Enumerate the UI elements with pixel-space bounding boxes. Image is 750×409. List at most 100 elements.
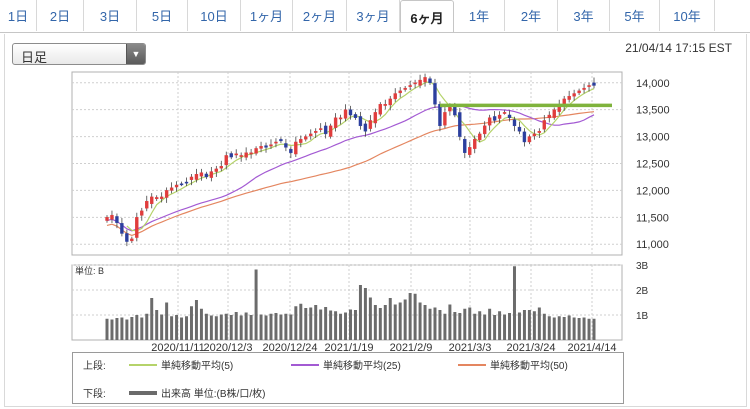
tab-4[interactable]: 10日 — [188, 0, 241, 31]
candle-body — [368, 120, 373, 129]
tab-2[interactable]: 3日 — [84, 0, 137, 31]
tab-12[interactable]: 5年 — [610, 0, 660, 31]
tab-8[interactable]: 6ヶ月 — [400, 0, 454, 33]
volume-tick-label: 1B — [636, 311, 649, 322]
volume-bar — [339, 313, 343, 340]
volume-bar — [572, 317, 576, 340]
tab-5[interactable]: 1ヶ月 — [241, 0, 293, 31]
x-tick-label: 2021/3/24 — [507, 342, 556, 354]
candle-body — [209, 171, 214, 178]
tab-0[interactable]: 1日 — [0, 0, 37, 31]
volume-bar — [368, 297, 372, 340]
timestamp: 21/04/14 17:15 EST — [625, 41, 732, 55]
ma50-swatch — [458, 363, 486, 366]
legend-lower-label: 下段: — [83, 389, 106, 400]
candle-body — [473, 139, 477, 149]
volume-bar — [388, 298, 392, 340]
volume-bar — [165, 302, 169, 340]
candle-body — [105, 217, 109, 221]
candle-body — [438, 104, 442, 127]
volume-bar — [383, 305, 387, 340]
volume-bar — [145, 313, 149, 340]
candle-body — [343, 109, 348, 119]
volume-bar — [498, 311, 502, 340]
candle-body — [299, 139, 303, 143]
volume-bar — [542, 313, 546, 340]
period-tabs: 1日 2日 3日 5日 10日 1ヶ月 2ヶ月 3ヶ月 6ヶ月 1年 2年 3年 5年 10年 — [0, 0, 750, 33]
volume-bar — [353, 310, 357, 340]
volume-bar — [433, 307, 437, 340]
candle-body — [478, 133, 482, 141]
candle-body — [338, 117, 343, 120]
candle-body — [145, 200, 149, 209]
volume-bar — [443, 313, 447, 340]
candle-body — [577, 90, 581, 94]
candle-body — [418, 79, 422, 86]
volume-bar — [110, 319, 114, 340]
candle-body — [363, 123, 368, 132]
tab-13[interactable]: 10年 — [660, 0, 715, 31]
candle-body — [403, 87, 407, 90]
tab-1[interactable]: 2日 — [37, 0, 84, 31]
volume-bar — [289, 314, 293, 340]
volume-bar — [493, 315, 497, 340]
volume-bar — [577, 318, 581, 340]
ma25-line — [106, 104, 595, 232]
candle-body — [398, 90, 402, 94]
candle-body — [284, 143, 288, 148]
volume-bar — [239, 315, 243, 340]
candle-body — [219, 165, 223, 169]
price-tick-label: 12,000 — [636, 185, 670, 197]
price-tick-label: 11,500 — [636, 212, 669, 224]
tab-11[interactable]: 3年 — [558, 0, 610, 31]
volume-bar — [403, 299, 407, 340]
legend-ma25-label: 単純移動平均(25) — [323, 361, 401, 372]
tab-6[interactable]: 2ヶ月 — [293, 0, 347, 31]
volume-bar — [567, 315, 571, 340]
tab-10[interactable]: 2年 — [505, 0, 558, 31]
period-select[interactable]: 日足 ▼ — [12, 43, 146, 65]
volume-bar — [532, 311, 536, 340]
candle-body — [582, 87, 586, 90]
volume-tick-label: 3B — [636, 261, 649, 272]
tab-3[interactable]: 5日 — [137, 0, 188, 31]
candle-body — [443, 112, 447, 126]
legend-volume-label: 出来高 単位:(B株/口/枚) — [161, 389, 266, 400]
volume-bar — [299, 303, 303, 340]
volume-bar — [373, 305, 377, 340]
candle-body — [234, 153, 238, 156]
candle-body — [155, 197, 159, 200]
candle-body — [194, 174, 199, 180]
chevron-down-icon[interactable]: ▼ — [126, 44, 145, 64]
legend-ma5-label: 単純移動平均(5) — [161, 361, 234, 372]
candle-body — [482, 125, 487, 135]
volume-bar — [249, 315, 253, 340]
volume-bar — [408, 293, 412, 340]
price-tick-label: 12,500 — [636, 159, 670, 171]
volume-bar — [254, 269, 258, 340]
candle-body — [507, 114, 512, 118]
volume-bar — [284, 313, 288, 340]
tab-7[interactable]: 3ヶ月 — [347, 0, 400, 31]
volume-bar — [204, 313, 208, 340]
volume-bar — [309, 307, 313, 340]
candle-body — [348, 109, 353, 116]
x-tick-label: 2020/12/3 — [204, 342, 253, 354]
volume-bar — [478, 311, 482, 340]
candle-body — [552, 109, 556, 118]
tab-9[interactable]: 1年 — [454, 0, 505, 31]
volume-bar — [517, 312, 521, 340]
candle-body — [353, 114, 358, 118]
volume-bar — [269, 313, 273, 340]
chart-legend: 上段: 単純移動平均(5) 単純移動平均(25) 単純移動平均(50) 下段: … — [72, 352, 624, 404]
volume-bar — [194, 300, 198, 340]
candle-body — [120, 223, 124, 234]
volume-bar — [582, 317, 586, 340]
candle-body — [323, 125, 328, 135]
candle-body — [487, 117, 492, 126]
candle-body — [592, 82, 596, 86]
volume-bar — [418, 302, 422, 340]
candle-body — [125, 233, 129, 242]
volume-bar — [314, 305, 318, 340]
volume-bar — [488, 308, 492, 340]
